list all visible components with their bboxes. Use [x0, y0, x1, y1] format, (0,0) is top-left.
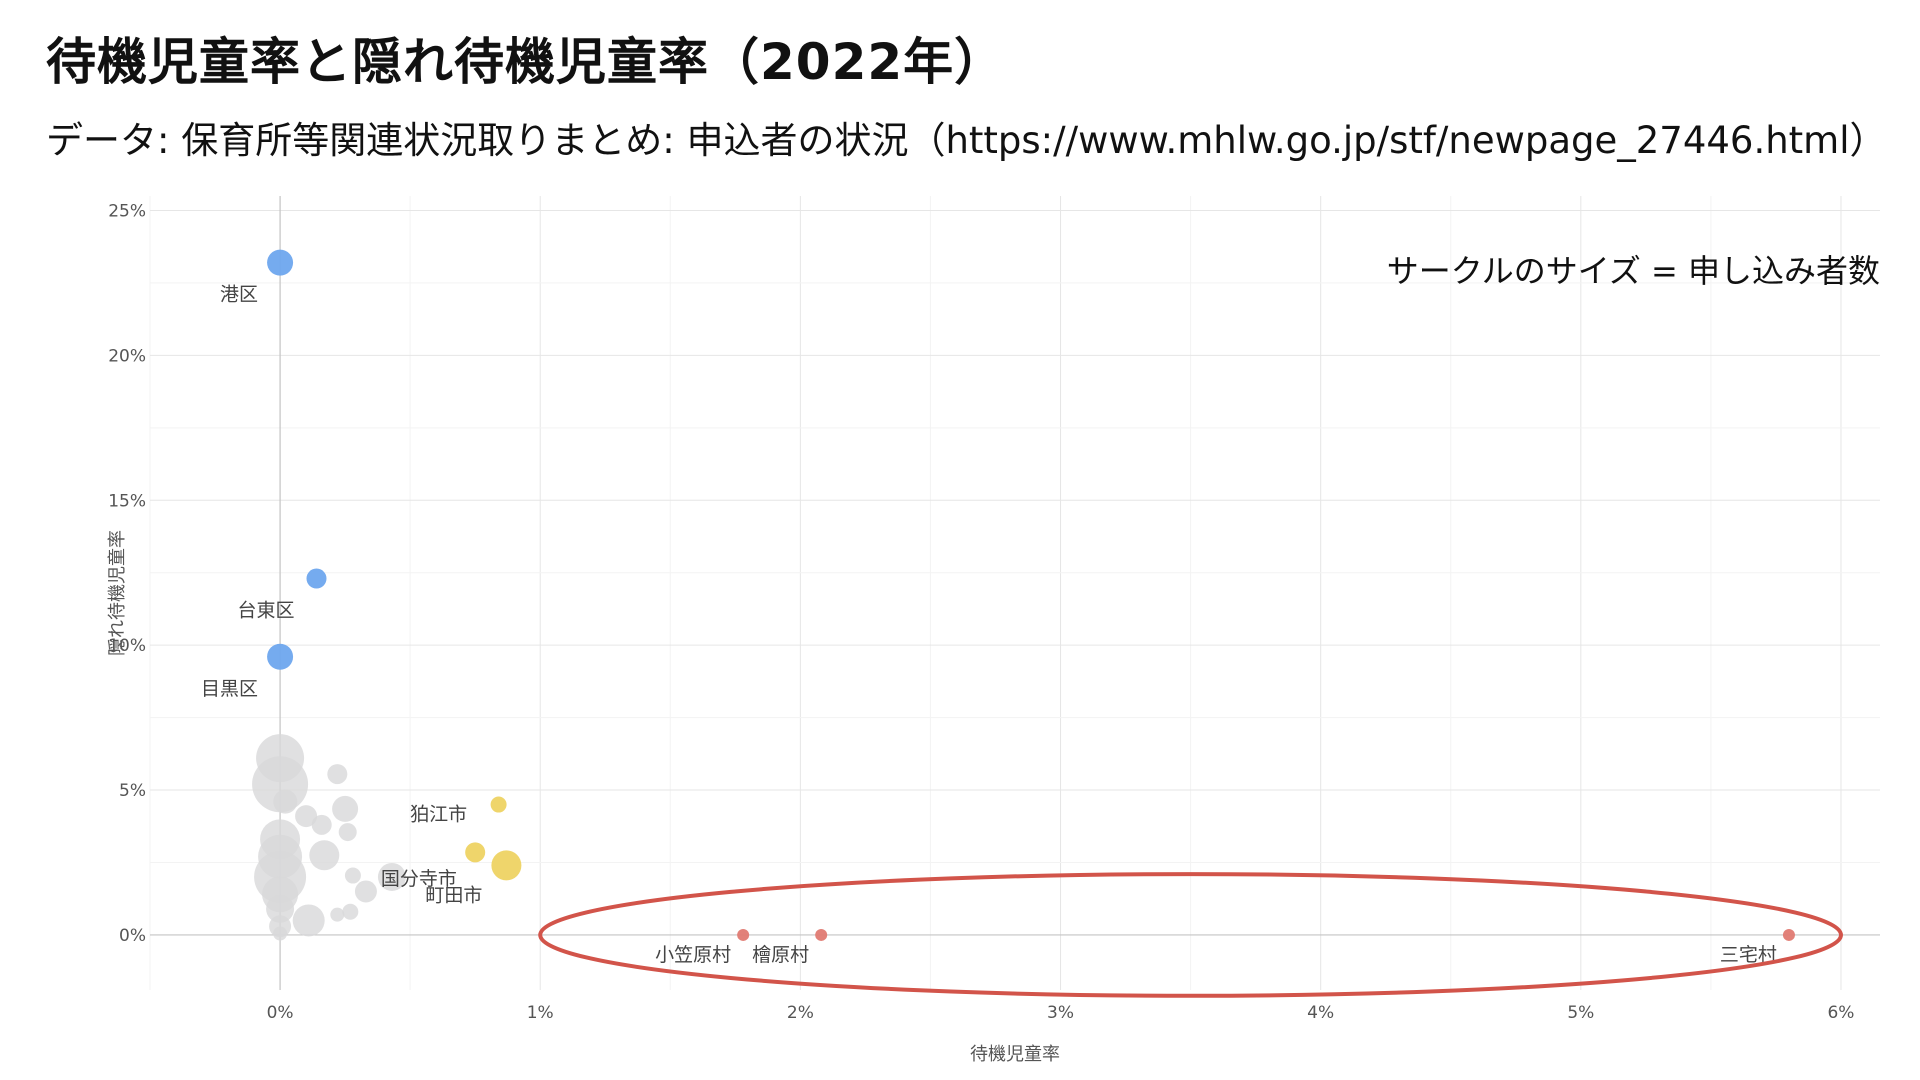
data-point: [306, 568, 327, 589]
y-tick-label: 10%: [108, 636, 146, 656]
data-point: [332, 795, 359, 822]
grid-lines: [149, 196, 1880, 990]
data-point: [273, 789, 298, 814]
highlight-ellipse-group: [538, 872, 1843, 998]
y-axis-ticks: 0% 5% 10% 15% 20% 25%: [108, 201, 146, 945]
data-point: [292, 904, 325, 937]
data-point: [491, 850, 522, 881]
chart-title: 待機児童率と隠れ待機児童率（2022年）: [46, 33, 1006, 91]
x-axis-label: 待機児童率: [970, 1044, 1060, 1065]
point-label: 町田市: [425, 884, 482, 906]
data-point: [311, 814, 332, 835]
data-point: [330, 907, 345, 922]
x-tick-label: 3%: [1047, 1003, 1074, 1023]
data-point: [266, 894, 295, 923]
data-point: [309, 840, 340, 871]
y-tick-label: 25%: [108, 201, 146, 221]
data-point: [342, 903, 359, 920]
point-label: 台東区: [237, 600, 294, 622]
point-label: 国分寺市: [381, 868, 457, 890]
x-tick-label: 1%: [527, 1003, 554, 1023]
data-point: [344, 867, 361, 884]
x-tick-label: 6%: [1827, 1003, 1854, 1023]
data-point: [815, 928, 828, 941]
point-label: 三宅村: [1720, 944, 1777, 966]
data-points: [252, 249, 1795, 941]
point-label: 港区: [220, 284, 258, 306]
highlight-ellipse: [538, 872, 1843, 998]
chart-subtitle: データ: 保育所等関連状況取りまとめ: 申込者の状況（https://www.m…: [46, 119, 1887, 162]
data-point: [1782, 928, 1795, 941]
data-point: [490, 796, 507, 813]
x-tick-label: 0%: [267, 1003, 294, 1023]
y-axis-label: 隠れ待機児童率: [107, 530, 128, 656]
x-tick-label: 2%: [787, 1003, 814, 1023]
data-point: [295, 805, 318, 828]
data-point: [267, 643, 294, 670]
data-point: [377, 862, 406, 891]
data-point: [327, 764, 348, 785]
x-tick-label: 5%: [1567, 1003, 1594, 1023]
y-tick-label: 0%: [119, 926, 146, 946]
point-label: 檜原村: [752, 943, 809, 966]
data-point: [267, 249, 294, 276]
data-point: [273, 926, 288, 941]
x-axis-ticks: 0% 1% 2% 3% 4% 5% 6%: [267, 1003, 1855, 1023]
y-tick-label: 15%: [108, 491, 146, 511]
x-tick-label: 4%: [1307, 1003, 1334, 1023]
point-label: 小笠原村: [655, 944, 731, 966]
y-tick-label: 20%: [108, 346, 146, 366]
data-point: [465, 842, 486, 863]
data-point: [354, 880, 377, 903]
data-point: [737, 928, 750, 941]
point-label: 狛江市: [410, 803, 467, 825]
y-tick-label: 5%: [119, 781, 146, 801]
size-annotation: サークルのサイズ = 申し込み者数: [1387, 252, 1880, 290]
data-point: [338, 823, 357, 842]
point-label: 目黒区: [201, 678, 258, 700]
